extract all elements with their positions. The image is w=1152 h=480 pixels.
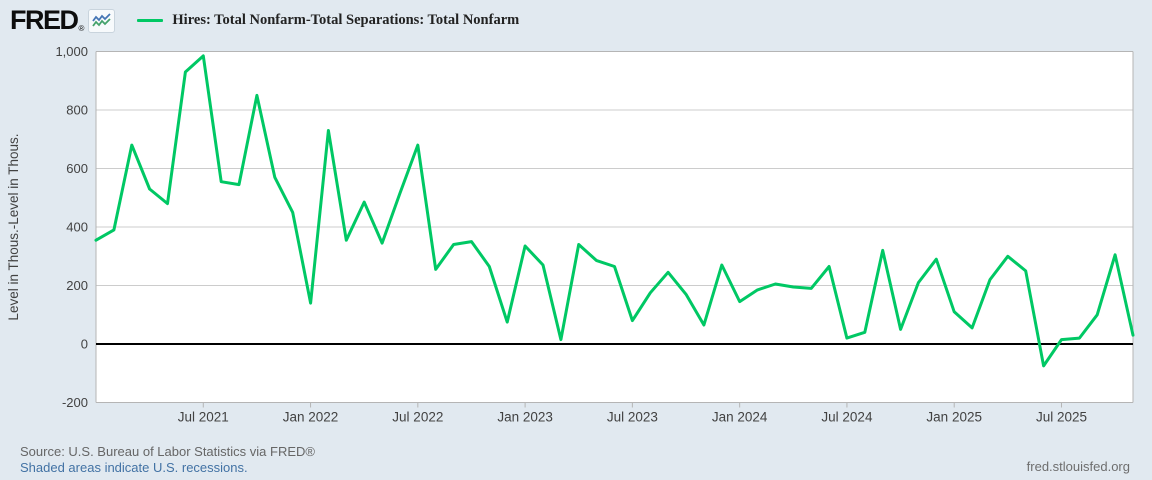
x-tick-label: Jul 2021 <box>178 410 229 425</box>
y-tick-label: 200 <box>66 278 88 293</box>
y-tick-label: 600 <box>66 161 88 176</box>
fred-logo-chart-icon <box>88 8 116 33</box>
chart-header: FRED ® Hires: Total Nonfarm-Total Separa… <box>0 0 1152 40</box>
series-legend: Hires: Total Nonfarm-Total Separations: … <box>137 12 519 29</box>
x-tick-label: Jul 2023 <box>607 410 658 425</box>
y-tick-label: 0 <box>81 337 88 352</box>
fred-logo: FRED ® <box>10 4 116 35</box>
chart-footer: Source: U.S. Bureau of Labor Statistics … <box>20 444 1132 475</box>
logo-squiggle-blue <box>92 12 112 22</box>
y-tick-label: 1,000 <box>55 44 88 59</box>
source-attribution: Source: U.S. Bureau of Labor Statistics … <box>20 444 315 459</box>
x-tick-label: Jan 2025 <box>926 410 982 425</box>
legend-series-label: Hires: Total Nonfarm-Total Separations: … <box>172 11 520 28</box>
y-tick-label: 400 <box>66 220 88 235</box>
y-axis-title: Level in Thous.-Level in Thous. <box>6 133 21 320</box>
y-tick-label: -200 <box>62 395 88 410</box>
x-tick-label: Jul 2022 <box>392 410 443 425</box>
x-tick-label: Jul 2024 <box>821 410 873 425</box>
recession-note-link[interactable]: Shaded areas indicate U.S. recessions. <box>20 459 248 475</box>
legend-line-swatch <box>137 18 164 22</box>
logo-squiggle-green <box>92 17 112 27</box>
x-tick-label: Jan 2022 <box>283 410 339 425</box>
series-line-hires-minus-separations <box>94 54 1135 368</box>
x-tick-label: Jan 2023 <box>497 410 553 425</box>
fred-site-link[interactable]: fred.stlouisfed.org <box>1026 459 1130 474</box>
registered-trademark-symbol: ® <box>78 23 85 33</box>
y-tick-label: 800 <box>66 103 88 118</box>
fred-logo-text: FRED <box>10 4 79 35</box>
x-tick-label: Jul 2025 <box>1036 410 1087 425</box>
x-tick-label: Jan 2024 <box>712 410 768 425</box>
